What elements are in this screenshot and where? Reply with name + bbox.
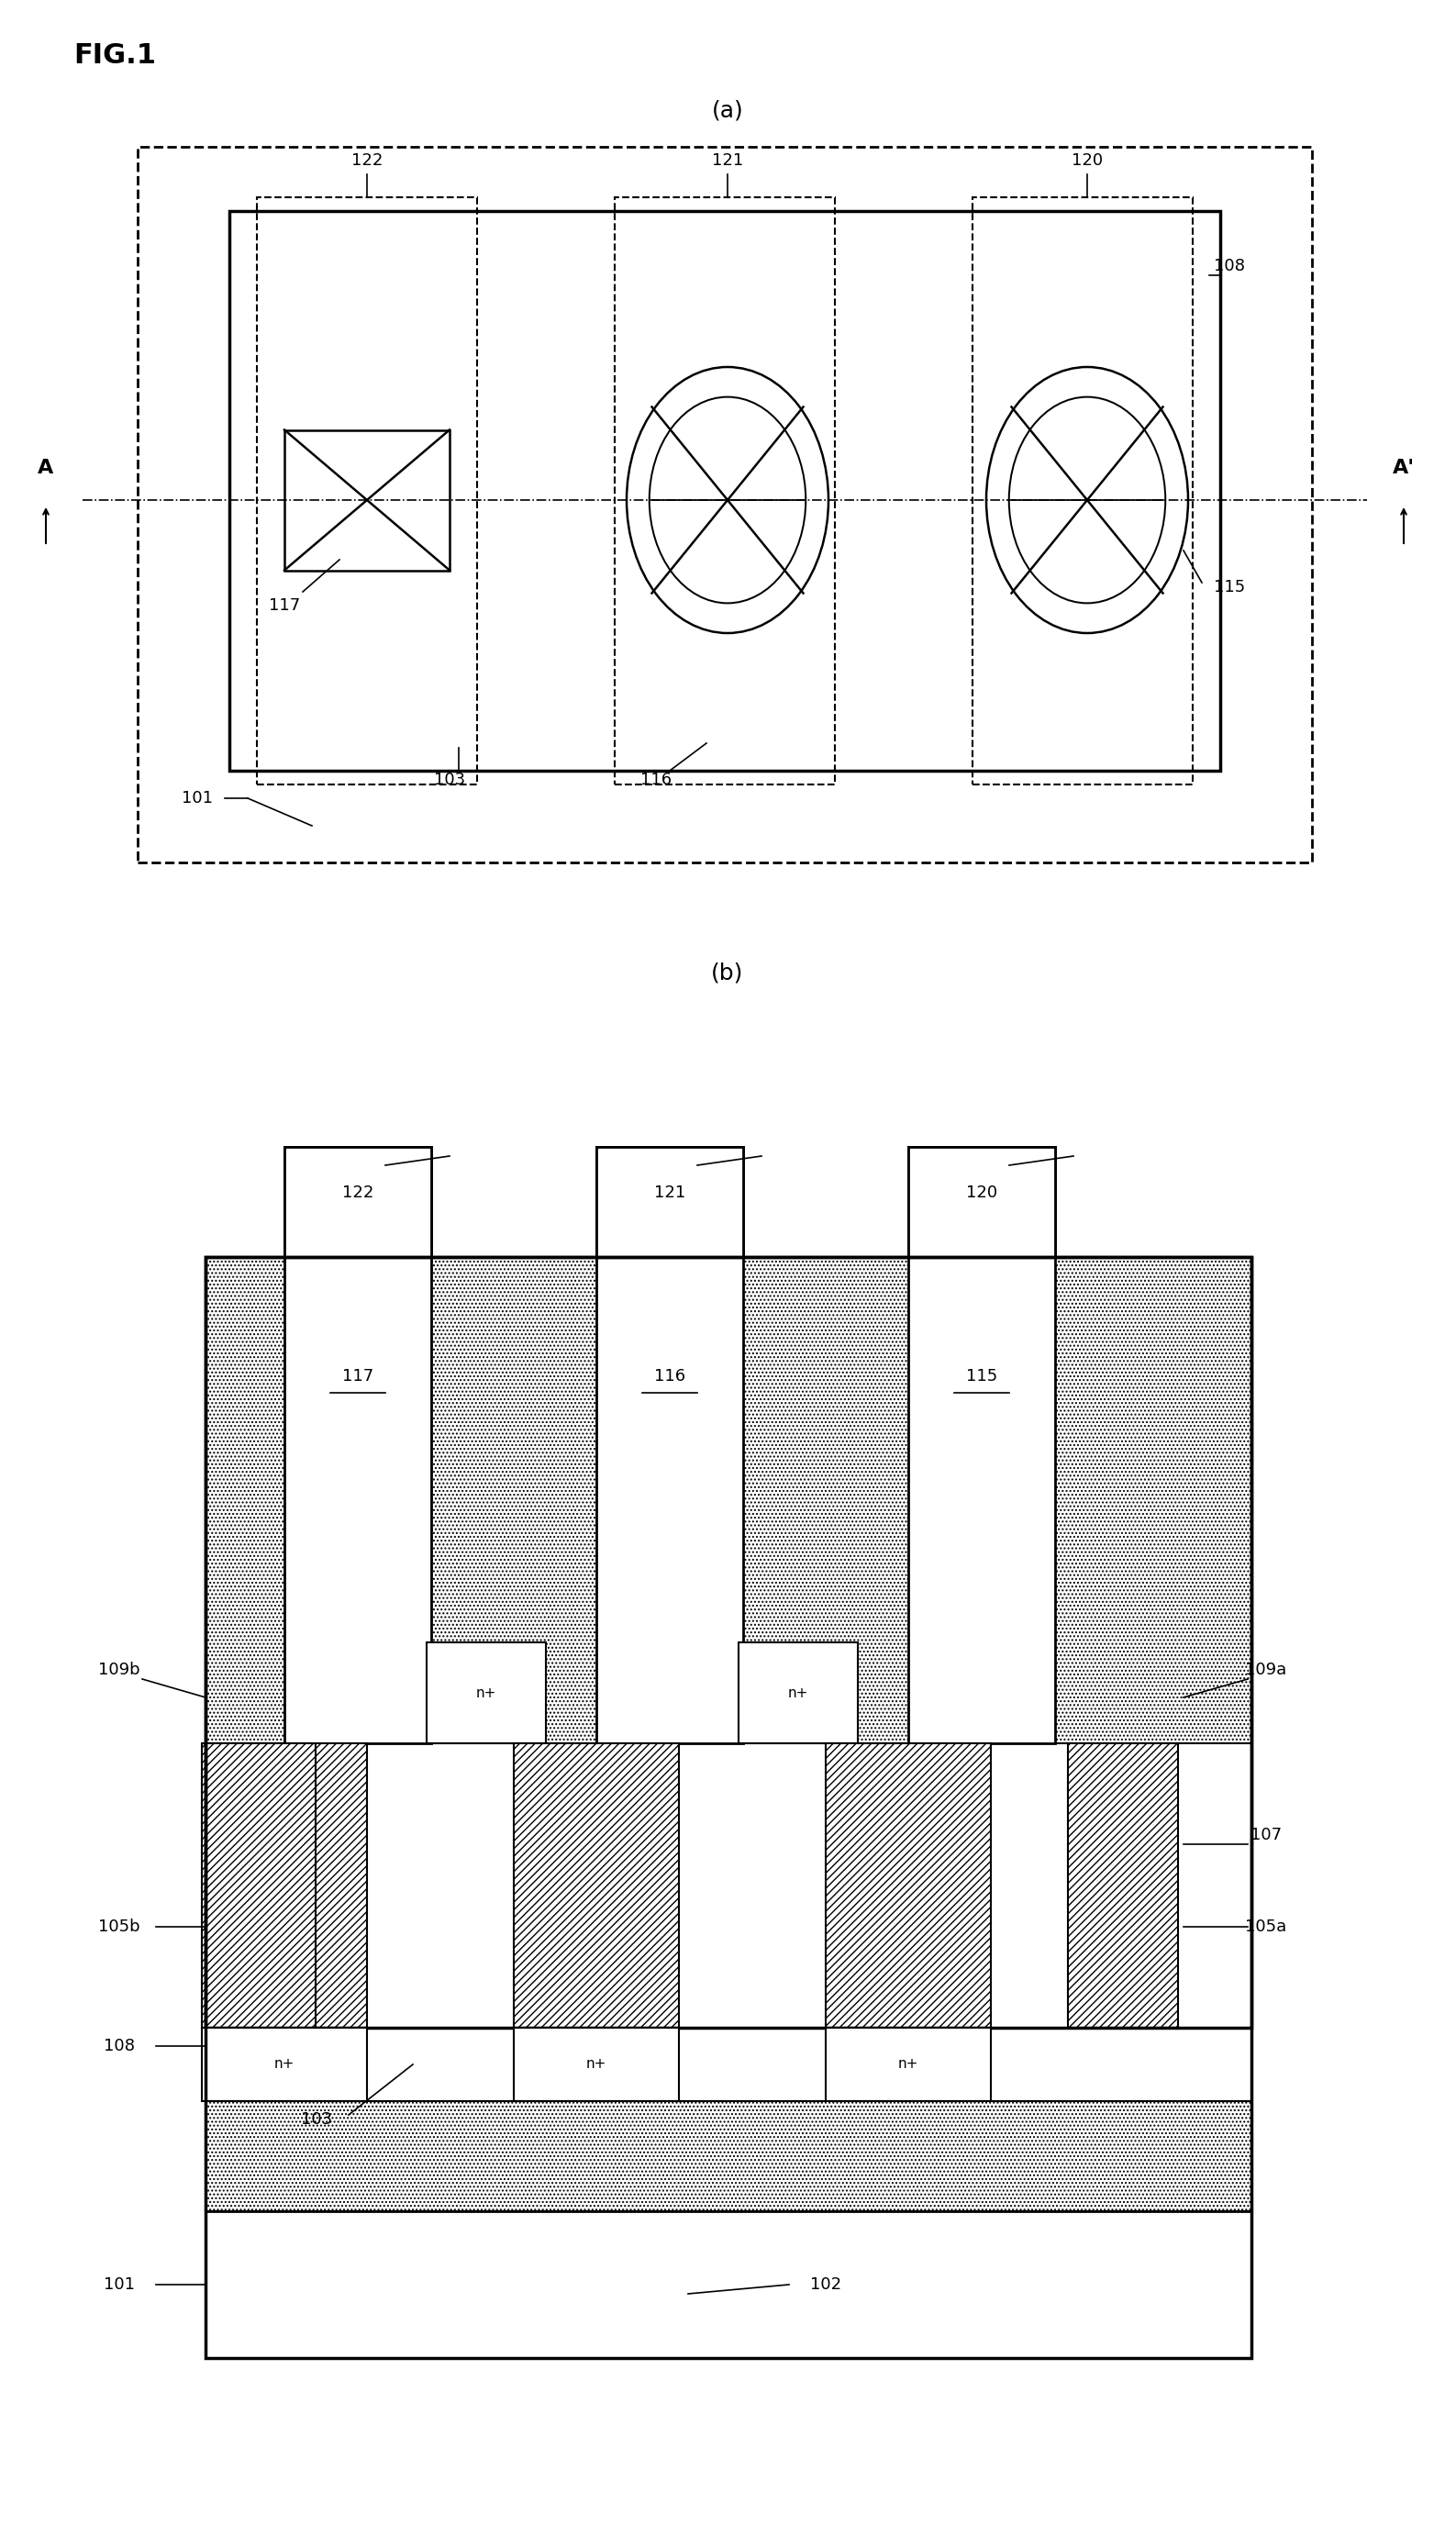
Text: n+: n+ (476, 1687, 496, 1699)
Text: n+: n+ (898, 2058, 919, 2070)
Bar (205, 1257, 1251, 2358)
Text: 116: 116 (654, 1369, 686, 1384)
Text: 115: 115 (1214, 578, 1245, 596)
Text: n+: n+ (274, 2058, 294, 2070)
Bar (138, 146, 1312, 864)
Bar (514, 1742, 678, 2028)
Bar (202, 1742, 367, 2028)
Text: FIG.1: FIG.1 (73, 43, 156, 68)
Bar (230, 212, 1220, 770)
Text: (b): (b) (712, 962, 744, 985)
Bar (205, 1742, 316, 2028)
Bar (826, 2028, 992, 2101)
Text: n+: n+ (788, 1687, 808, 1699)
Text: (a): (a) (712, 98, 744, 121)
Text: 105b: 105b (99, 1919, 140, 1934)
Bar (284, 1146, 431, 1742)
Text: 105a: 105a (1245, 1919, 1287, 1934)
Text: 101: 101 (103, 2278, 135, 2293)
Text: 107: 107 (1251, 1826, 1281, 1843)
Bar (205, 1257, 1251, 1742)
Text: 108: 108 (103, 2038, 135, 2055)
Text: 121: 121 (712, 152, 743, 169)
Bar (1067, 1742, 1178, 2028)
Bar (597, 1146, 743, 1742)
Bar (614, 197, 834, 785)
Bar (973, 197, 1192, 785)
Bar (284, 1146, 431, 1257)
Text: 115: 115 (965, 1369, 997, 1384)
Text: 117: 117 (342, 1369, 374, 1384)
Text: 120: 120 (1072, 152, 1102, 169)
Bar (205, 1257, 1251, 2028)
Bar (284, 429, 450, 571)
Text: 101: 101 (182, 790, 213, 805)
Bar (909, 1146, 1056, 1742)
Bar (597, 1146, 743, 1257)
Bar (205, 2101, 1251, 2212)
Bar (738, 1641, 858, 1742)
Text: 121: 121 (654, 1184, 686, 1202)
Bar (909, 1146, 1056, 1257)
Bar (202, 2028, 367, 2101)
Bar (514, 2028, 678, 2101)
Text: A': A' (1392, 460, 1415, 477)
Text: n+: n+ (587, 2058, 607, 2070)
Text: 109b: 109b (99, 1661, 140, 1679)
Bar (427, 1641, 546, 1742)
Bar (256, 197, 478, 785)
Text: 102: 102 (810, 2278, 842, 2293)
Bar (205, 2212, 1251, 2358)
Bar (826, 1742, 992, 2028)
Text: 103: 103 (301, 2111, 332, 2129)
Text: 122: 122 (342, 1184, 374, 1202)
Text: 116: 116 (641, 773, 671, 788)
Text: 108: 108 (1214, 258, 1245, 275)
Text: 120: 120 (965, 1184, 997, 1202)
Text: A: A (38, 460, 54, 477)
Text: 109a: 109a (1245, 1661, 1287, 1679)
Text: 122: 122 (351, 152, 383, 169)
Text: 103: 103 (434, 773, 466, 788)
Text: 117: 117 (269, 598, 300, 614)
